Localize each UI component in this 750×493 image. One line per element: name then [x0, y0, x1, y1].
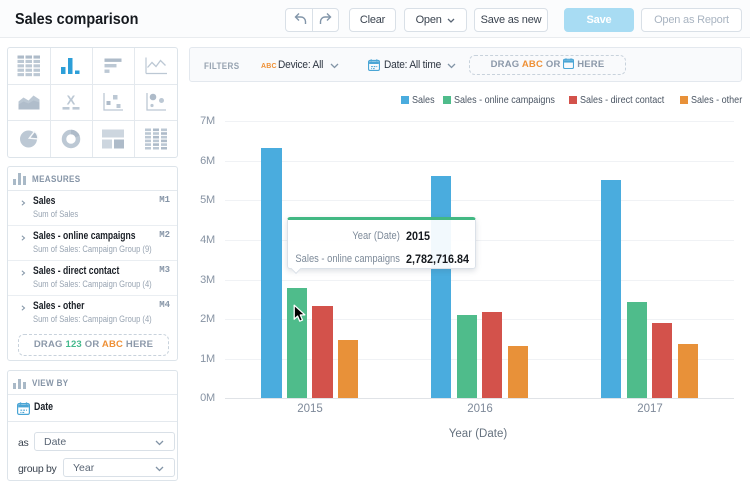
svg-text:X: X: [67, 94, 76, 108]
